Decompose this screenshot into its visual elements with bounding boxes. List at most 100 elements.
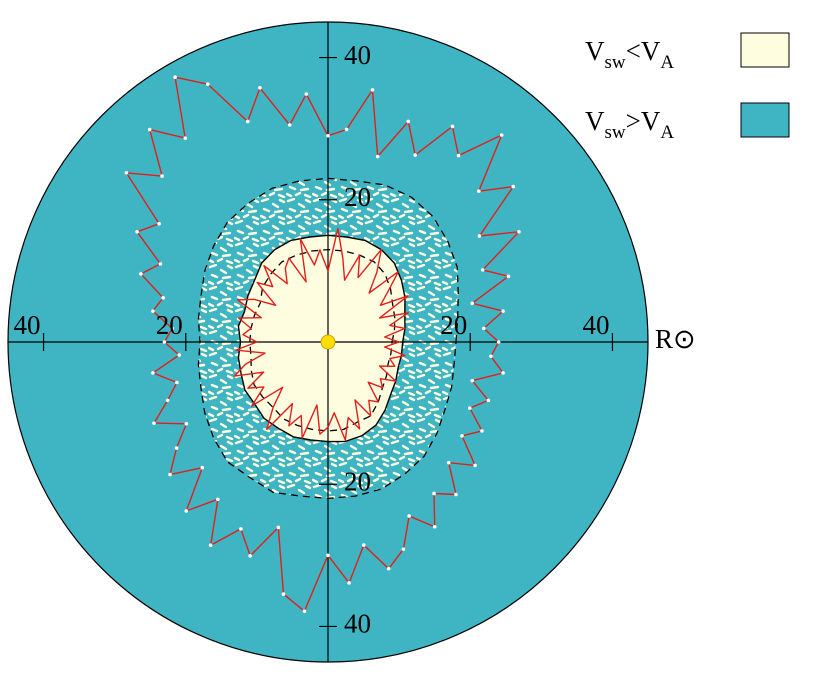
vertex-marker bbox=[174, 446, 179, 450]
vertex-marker bbox=[347, 581, 351, 585]
vertex-marker bbox=[362, 543, 366, 547]
vertex-marker bbox=[170, 326, 174, 331]
vertex-marker bbox=[183, 136, 188, 140]
vertex-marker bbox=[177, 353, 182, 357]
vertex-marker bbox=[470, 378, 475, 383]
vertex-marker bbox=[486, 398, 491, 403]
vertex-marker bbox=[511, 184, 516, 189]
vertex-marker bbox=[173, 75, 177, 79]
vertex-marker bbox=[501, 371, 505, 375]
vertex-marker bbox=[147, 127, 152, 132]
vertex-marker bbox=[501, 309, 505, 313]
legend-part: sw bbox=[605, 122, 626, 143]
legend-part: A bbox=[660, 52, 674, 73]
x-tick-label: 20 bbox=[156, 310, 183, 340]
vertex-marker bbox=[473, 463, 477, 468]
vertex-marker bbox=[200, 465, 205, 470]
inner-dashed-curve bbox=[249, 248, 396, 432]
vertex-marker bbox=[276, 525, 281, 530]
vertex-marker bbox=[124, 171, 129, 175]
vertex-marker bbox=[157, 221, 161, 226]
x-tick-label: 40 bbox=[582, 310, 609, 340]
minimum-curve bbox=[233, 228, 409, 441]
legend-label: Vsw>VA bbox=[585, 106, 674, 143]
vertex-marker bbox=[470, 301, 475, 306]
vertex-marker bbox=[216, 497, 220, 502]
vertex-marker bbox=[302, 609, 307, 613]
vertex-marker bbox=[184, 509, 189, 513]
vertex-marker bbox=[370, 88, 375, 92]
vertex-marker bbox=[375, 154, 380, 159]
legend-part: > bbox=[626, 106, 641, 136]
vertex-marker bbox=[406, 119, 411, 124]
vertex-marker bbox=[467, 406, 472, 410]
vertex-marker bbox=[326, 133, 330, 138]
legend-swatch bbox=[740, 32, 790, 68]
vertex-marker bbox=[386, 566, 391, 571]
vertex-marker bbox=[432, 524, 437, 529]
legend-label: Vsw<VA bbox=[585, 36, 674, 73]
sun bbox=[320, 334, 336, 350]
vertex-marker bbox=[152, 421, 156, 425]
vertex-marker bbox=[160, 174, 164, 178]
vertex-marker bbox=[489, 354, 493, 359]
vertex-marker bbox=[506, 274, 511, 279]
y-tick-label: 40 bbox=[344, 40, 371, 70]
vertex-marker bbox=[258, 86, 262, 90]
vertex-marker bbox=[499, 133, 504, 137]
vertex-marker bbox=[496, 340, 501, 344]
vertex-marker bbox=[407, 514, 411, 518]
x-tick-label: 40 bbox=[14, 310, 41, 340]
vertex-marker bbox=[161, 296, 165, 300]
text-layer: R⊙ 40 20 20 40 40 20 20 40 bbox=[14, 40, 696, 639]
vertex-marker bbox=[477, 234, 482, 238]
legend-part: V bbox=[585, 36, 605, 66]
vertex-marker bbox=[184, 421, 189, 426]
vertex-marker bbox=[482, 326, 486, 331]
vertex-marker bbox=[432, 491, 436, 496]
vertex-marker bbox=[450, 124, 455, 129]
vertex-marker bbox=[477, 189, 481, 193]
vertex-marker bbox=[517, 229, 521, 234]
speckle-outer-curve bbox=[197, 177, 459, 500]
vertex-marker bbox=[151, 309, 155, 313]
inner-region bbox=[234, 228, 409, 440]
vertex-marker bbox=[454, 492, 458, 497]
vertex-marker bbox=[480, 429, 484, 433]
legend-part: V bbox=[641, 106, 661, 136]
lines-layer bbox=[124, 75, 521, 613]
vertex-marker bbox=[168, 472, 172, 477]
vertex-marker bbox=[413, 153, 417, 157]
vertex-marker bbox=[287, 123, 292, 127]
legend-part: < bbox=[626, 36, 641, 66]
vertex-marker bbox=[446, 460, 451, 465]
unit-label: R⊙ bbox=[655, 324, 696, 354]
x-tick-label: 20 bbox=[440, 310, 467, 340]
vertex-marker bbox=[281, 592, 286, 596]
vertex-marker bbox=[135, 229, 139, 234]
vertex-marker bbox=[208, 543, 213, 548]
vertex-marker bbox=[304, 92, 309, 96]
vertex-marker bbox=[245, 119, 250, 124]
vertex-marker bbox=[344, 127, 349, 132]
legend-part: sw bbox=[605, 52, 626, 73]
vertex-marker bbox=[165, 398, 170, 403]
y-tick-label: 40 bbox=[344, 609, 371, 639]
vertex-marker bbox=[401, 547, 406, 551]
y-tick-label: 20 bbox=[344, 182, 371, 212]
y-tick-label: 20 bbox=[344, 466, 371, 496]
legend-part: V bbox=[641, 36, 661, 66]
legend-part: V bbox=[585, 106, 605, 136]
legend-part: A bbox=[660, 122, 674, 143]
vertex-marker bbox=[460, 434, 464, 438]
vertex-marker bbox=[239, 527, 243, 531]
vertex-marker bbox=[139, 272, 143, 276]
vertex-marker bbox=[205, 82, 210, 87]
vertex-marker bbox=[456, 153, 461, 158]
vertex-marker bbox=[175, 380, 179, 385]
vertex-marker bbox=[480, 268, 485, 272]
vertex-marker bbox=[162, 340, 167, 344]
legend-swatch bbox=[740, 102, 790, 138]
